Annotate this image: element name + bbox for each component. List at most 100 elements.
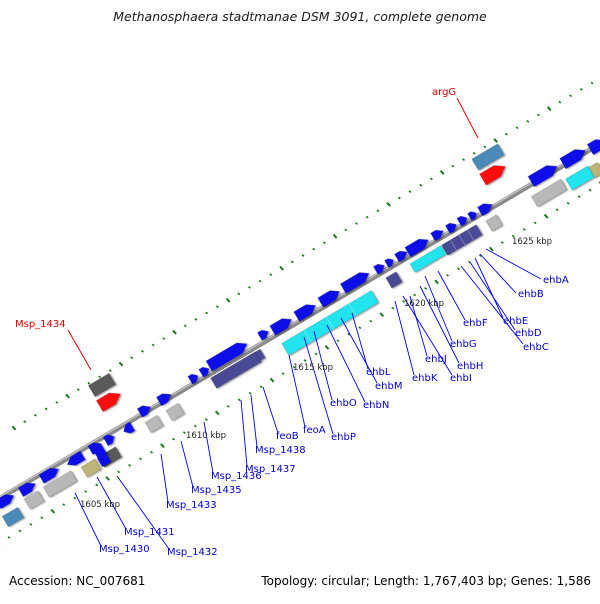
operon-gene-block (210, 351, 262, 389)
outer-tick (408, 190, 412, 193)
highlight-gene-label: Msp_1434 (15, 319, 66, 330)
label-leader-line (474, 257, 504, 319)
gene-arrow (96, 452, 112, 468)
outer-tick (355, 222, 358, 225)
gene-arrow (156, 393, 172, 407)
label-leader-line (456, 97, 479, 139)
label-leader-line (203, 421, 214, 474)
outer-tick (419, 183, 423, 187)
inner-tick (18, 529, 22, 533)
kbp-scale-label: 1605 kbp (80, 500, 120, 510)
genome-summary-text: Topology: circular; Length: 1,767,403 bp… (261, 574, 591, 588)
gene-name-label: ehbF (463, 318, 488, 329)
label-leader-line (340, 317, 378, 384)
gene-name-label: ehbM (375, 381, 402, 392)
outer-tick (558, 100, 562, 104)
label-leader-line (326, 324, 366, 403)
gene-arrow (256, 329, 269, 341)
label-leader-line (409, 295, 428, 357)
outer-tick (590, 81, 594, 85)
outer-tick (569, 94, 573, 98)
inner-tick (457, 267, 460, 271)
label-leaders (67, 97, 542, 550)
inner-tick (139, 457, 142, 461)
outer-tick (172, 329, 177, 335)
gene-name-label: ehbE (503, 316, 528, 327)
outer-tick (225, 297, 231, 303)
label-leader-line (460, 265, 524, 345)
rna-gene-block (23, 490, 45, 510)
kbp-scale-label: 1625 kbp (512, 237, 552, 247)
inner-tick (379, 312, 385, 318)
gene-name-label: ehbN (363, 400, 389, 411)
outer-tick (483, 145, 487, 149)
gene-name-label: Msp_1435 (191, 485, 242, 496)
gene-arrow (17, 482, 36, 498)
gene-arrow (187, 373, 199, 385)
label-leader-line (469, 261, 516, 331)
inner-tick (424, 287, 428, 290)
inner-tick (117, 470, 121, 474)
outer-tick (365, 215, 369, 219)
gene-name-label: ehbO (330, 398, 357, 409)
inner-tick (182, 431, 186, 434)
gene-arrow (430, 229, 444, 242)
cyan-gene-block (409, 245, 447, 273)
gene-arrow (136, 405, 151, 418)
inner-tick (40, 516, 44, 520)
outer-tick (194, 318, 198, 321)
label-leader-line (351, 312, 369, 370)
outer-tick (183, 324, 187, 328)
gene-arrow (293, 304, 316, 322)
inner-tick (193, 424, 197, 428)
label-leader-line (160, 453, 169, 503)
outer-tick (526, 119, 530, 123)
outer-tick (429, 177, 433, 181)
argG-upper-block (471, 143, 505, 171)
outer-tick (248, 286, 251, 289)
outer-tick (33, 413, 37, 417)
inner-tick (214, 410, 220, 416)
rna-gene-block (42, 470, 78, 498)
label-leader-line (394, 300, 415, 376)
inner-tick (73, 496, 77, 500)
outer-tick (55, 401, 59, 404)
outer-tick (130, 356, 134, 360)
outer-tick (65, 393, 70, 399)
gene-name-label: ehbC (523, 342, 549, 353)
inner-tick (522, 228, 526, 231)
gene-name-label: ehbL (366, 367, 391, 378)
gene-name-label: Msp_1432 (167, 547, 218, 558)
inner-tick (369, 319, 373, 323)
inner-tick (434, 279, 439, 285)
gene-arrow (317, 290, 340, 308)
tick-marks (0, 81, 600, 546)
inner-tick (269, 377, 275, 383)
outer-tick (205, 311, 209, 315)
inner-tick (314, 352, 318, 356)
outer-tick (279, 265, 284, 271)
inner-tick (62, 503, 66, 507)
inner-tick (555, 208, 559, 212)
map-title: Methanosphaera stadtmanae DSM 3091, comp… (113, 9, 487, 24)
cyan-gene-block (281, 290, 379, 356)
outer-tick (44, 407, 48, 411)
gene-arrow (477, 203, 493, 217)
inner-tick (248, 391, 252, 395)
gene-name-label: Msp_1431 (124, 527, 175, 538)
kbp-scale-label: 1620 kbp (404, 299, 444, 309)
inner-tick (533, 221, 537, 225)
label-leader-line (313, 330, 333, 401)
outer-tick (579, 88, 583, 91)
label-leader-line (96, 476, 127, 530)
gene-name-label: ehbA (543, 275, 569, 286)
inner-tick (413, 293, 417, 297)
outer-tick (98, 375, 102, 379)
label-leader-line (485, 248, 542, 280)
inner-tick (7, 536, 11, 539)
gene-arrow (66, 450, 86, 466)
inner-tick (50, 508, 56, 514)
outer-tick (215, 305, 219, 308)
kbp-scale-label: 1615 kbp (293, 363, 333, 373)
